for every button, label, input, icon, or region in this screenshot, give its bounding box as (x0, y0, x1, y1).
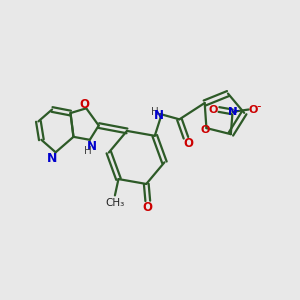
Text: O: O (183, 136, 193, 150)
Text: -: - (257, 100, 261, 113)
Text: O: O (200, 125, 210, 136)
Text: O: O (208, 104, 218, 115)
Text: O: O (143, 201, 153, 214)
Text: H: H (151, 106, 159, 117)
Text: N: N (228, 107, 237, 117)
Text: O: O (248, 104, 258, 115)
Text: O: O (80, 98, 90, 111)
Text: H: H (84, 146, 92, 155)
Text: N: N (87, 140, 97, 153)
Text: +: + (232, 106, 239, 115)
Text: N: N (47, 152, 57, 165)
Text: CH₃: CH₃ (105, 197, 124, 208)
Text: N: N (154, 109, 164, 122)
